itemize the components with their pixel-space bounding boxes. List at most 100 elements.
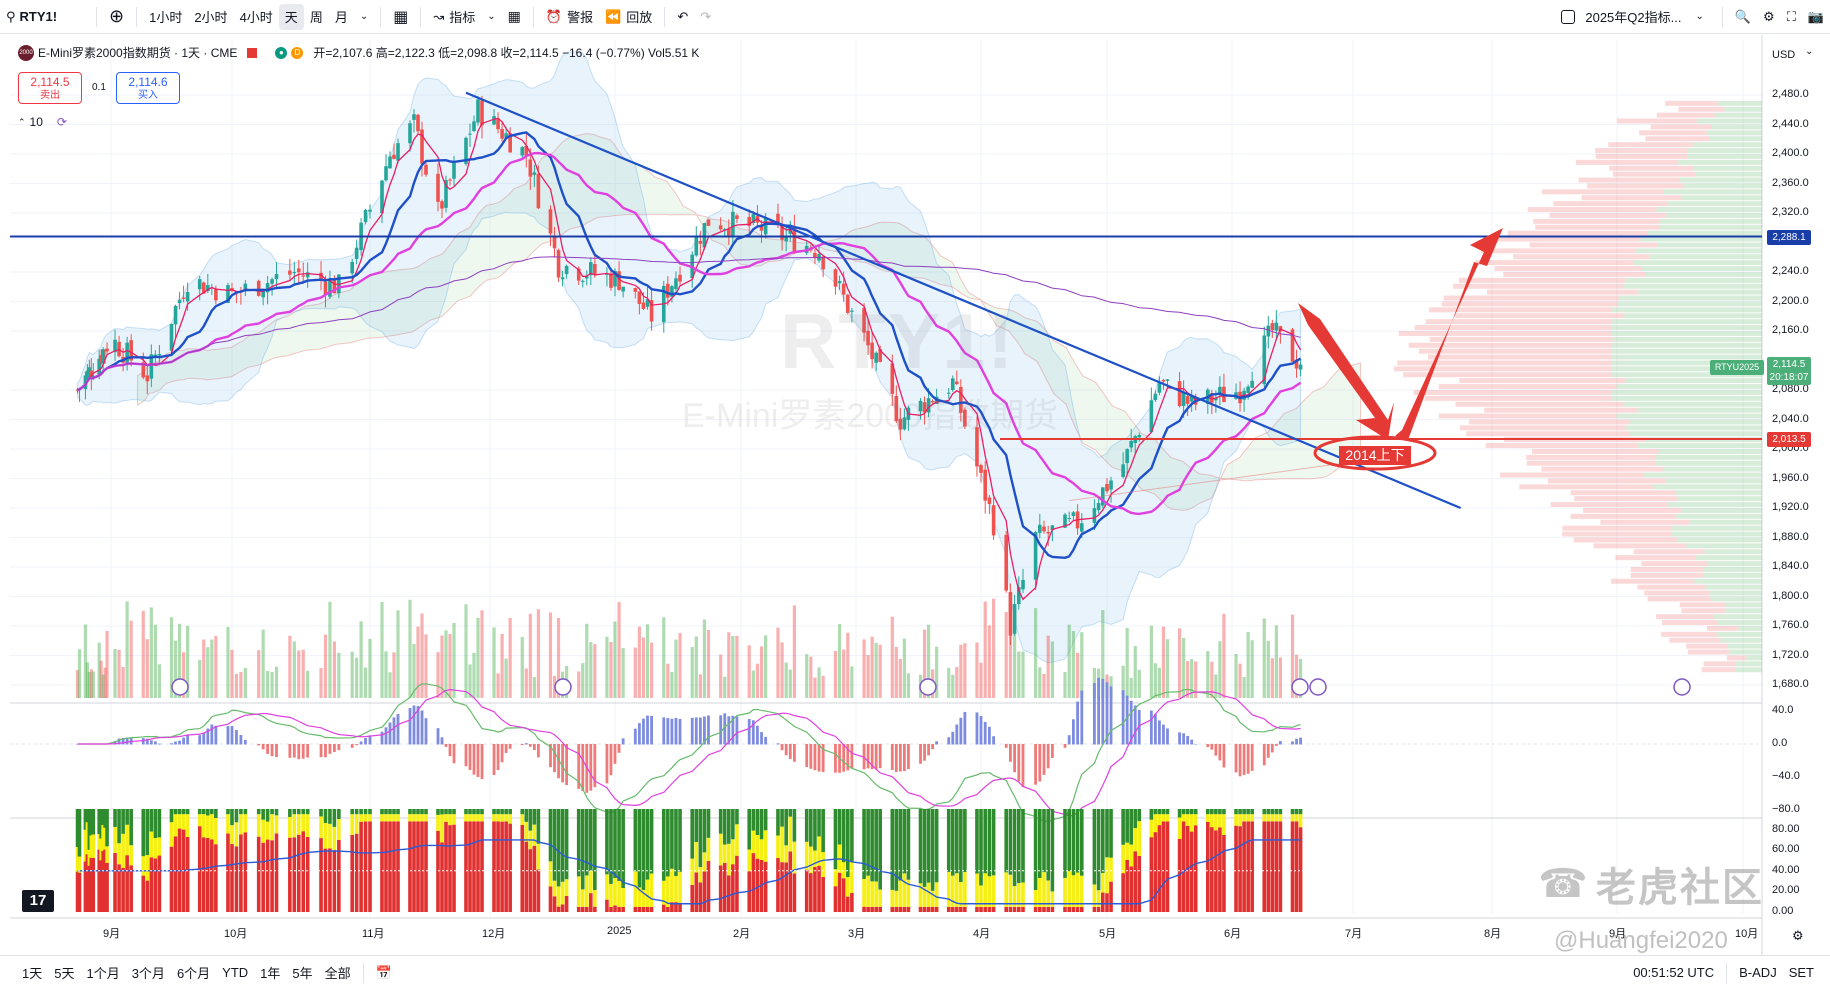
sentiment-bar-red [1008,906,1013,912]
volume-bar [751,670,755,698]
interval-dropdown-chevron-icon[interactable]: ⌄ [359,11,369,22]
range-1d[interactable]: 1天 [22,966,43,981]
sentiment-bar-red [145,880,150,912]
indicators-button[interactable]: ↝ 指标 [427,4,481,30]
session-toggle[interactable]: SET [1788,965,1814,980]
redo-icon[interactable]: ↷ [700,8,712,24]
utc-clock[interactable]: 00:51:52 UTC [1633,965,1715,980]
date-range-calendar-icon[interactable]: 📅 [375,964,392,980]
buy-button[interactable]: 2,114.6 买入 [116,72,180,104]
candle-body [1270,323,1275,331]
price-tick-label: 1,920.0 [1772,501,1809,513]
range-3m[interactable]: 3个月 [131,966,165,981]
tradingview-logo[interactable]: 17 [22,890,54,912]
profile-bar-down [1612,171,1695,177]
volume-bar [536,609,540,698]
currency-chevron-icon[interactable]: ⌄ [1805,46,1814,57]
adjustment-toggle[interactable]: B-ADJ [1739,965,1777,980]
replay-button[interactable]: ⏪ 回放 [599,4,658,30]
fullscreen-icon[interactable]: ⛶ [1786,8,1796,24]
camera-icon[interactable]: 📷 [1807,8,1824,24]
sentiment-bar-yellow [780,826,784,863]
macd-histogram-bar [764,736,768,745]
market-status-icon[interactable]: ● [275,46,288,59]
chart-canvas[interactable] [0,35,1830,955]
undo-icon[interactable]: ↶ [677,8,689,24]
macd-histogram-bar [719,715,723,745]
indicators-chevron-icon[interactable]: ⌄ [487,11,496,22]
range-6m[interactable]: 6个月 [176,966,211,981]
sentiment-bar-yellow [1063,877,1067,907]
sentiment-bar-red [991,906,996,912]
legend-flag-icon[interactable] [247,47,258,58]
interval-2h[interactable]: 2小时 [194,10,228,25]
profile-bar-up [1666,212,1762,218]
macd-histogram-bar [239,735,243,745]
macd-histogram-bar [528,744,532,747]
macd-histogram-bar [1129,700,1133,745]
sentiment-bar-green [392,809,396,815]
range-all[interactable]: 全部 [324,966,351,981]
profile-bar-up [1647,230,1762,236]
profile-bar-up [1612,336,1762,342]
sentiment-bar-yellow [261,819,265,843]
candle-body [918,400,923,412]
sentiment-bar-red [337,839,341,912]
profile-bar-down [1645,136,1710,142]
volume-bar [837,624,842,698]
interval-1w[interactable]: 周 [309,10,323,25]
annotation-label[interactable]: 2014上下 [1339,446,1411,465]
interval-1h[interactable]: 1小时 [149,10,183,25]
macd-histogram-bar [472,744,476,775]
settings-gear-icon[interactable]: ⚙ [1763,8,1775,24]
candle-style-icon[interactable]: ▦ [393,8,409,26]
time-axis-settings-icon[interactable]: ⚙ [1792,928,1804,943]
sentiment-bar-green [678,809,682,872]
compare-add-icon[interactable]: ⊕ [109,6,125,26]
sentiment-bar-green [261,809,265,820]
delayed-badge[interactable]: D [291,46,304,59]
volume-bar [384,651,388,698]
macd-histogram-bar [1190,739,1194,745]
sentiment-bar-green [1278,809,1283,815]
candle-body [101,349,105,364]
macd-histogram-bar [902,744,906,772]
alert-button[interactable]: ⏰ 警报 [540,4,599,30]
sentiment-bar-yellow [524,821,529,842]
range-5y[interactable]: 5年 [292,966,313,981]
bottom-toolbar: 1天 5天 1个月 3个月 6个月 YTD 1年 5年 全部 📅 00:51:5… [0,955,1830,989]
symbol-search[interactable]: ⚲ RTY1! [0,4,90,30]
volume-bar [492,627,496,698]
currency-label[interactable]: USD [1772,49,1796,61]
range-1y[interactable]: 1年 [260,966,281,981]
macd-histogram-bar [332,744,336,752]
profile-bar-up [1734,667,1762,673]
macd-histogram-bar [480,744,484,780]
interval-4h[interactable]: 4小时 [239,10,273,25]
macd-histogram-bar [420,710,424,745]
interval-1m[interactable]: 月 [334,10,348,25]
volume-bar [866,654,870,698]
sentiment-bar-green [979,809,983,886]
templates-icon[interactable]: ▦ [507,8,521,24]
sentiment-bar-yellow [1193,814,1198,826]
range-1m[interactable]: 1个月 [86,966,120,981]
sell-button[interactable]: 2,114.5 卖出 [18,72,82,104]
sentiment-bar-yellow [424,814,428,822]
sentiment-bar-red [946,906,951,912]
quick-search-icon[interactable]: 🔍 [1734,8,1752,24]
interval-1d[interactable]: 天 [278,3,304,30]
candle-body [384,166,388,181]
sentiment-bar-green [528,809,533,831]
layout-select[interactable]: 2025年Q2指标... ⌄ [1555,4,1710,30]
support-price-tag: 2,013.5 [1767,432,1811,447]
legend-title[interactable]: E-Mini罗素2000指数期货 · 1天 · CME [38,46,238,60]
candle-body [593,263,597,275]
range-ytd[interactable]: YTD [222,965,249,980]
range-5d[interactable]: 5天 [54,966,75,981]
indicator-toggle[interactable]: ⌃ 10 ⟳ [18,115,67,129]
indicator-refresh-icon[interactable]: ⟳ [56,115,67,129]
profile-bar-down [1595,148,1687,154]
candle-body [718,225,723,230]
sentiment-bar-green [870,809,874,882]
